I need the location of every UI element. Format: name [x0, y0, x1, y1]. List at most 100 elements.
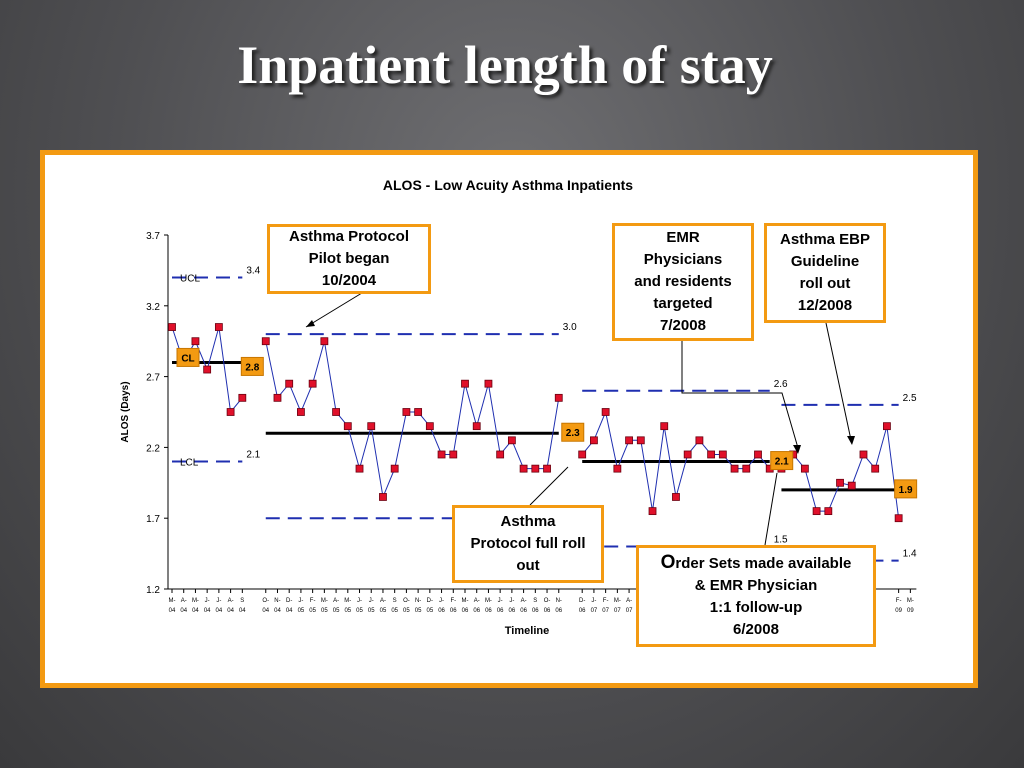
x-tick-label: A-	[333, 598, 339, 604]
data-point	[203, 365, 212, 374]
center-value-label-box	[561, 422, 585, 442]
x-tick-label-year: 09	[907, 608, 914, 614]
x-tick-label: A-	[521, 598, 527, 604]
series-line	[781, 426, 900, 519]
ebp-pointer-head	[847, 436, 855, 445]
callout-line: Order Sets made available	[661, 552, 852, 575]
callout-line-rest: rder Sets made available	[675, 554, 852, 572]
callout-line: 10/2004	[321, 272, 377, 289]
data-point	[660, 422, 669, 431]
cl-series-label-box	[176, 347, 200, 367]
data-point	[812, 507, 821, 516]
data-point	[554, 393, 563, 402]
x-tick-label-year: 06	[438, 608, 445, 614]
ebp-pointer	[825, 322, 852, 441]
x-tick-label: A-	[474, 598, 480, 604]
data-point	[355, 464, 364, 473]
x-tick-label: J-	[439, 598, 444, 604]
x-tick-label: M-	[485, 598, 492, 604]
data-point	[847, 481, 856, 490]
y-tick-label: 1.2	[146, 585, 160, 596]
x-tick-label-year: 06	[509, 608, 516, 614]
x-tick-label-year: 05	[415, 608, 422, 614]
x-tick-label-year: 06	[520, 608, 527, 614]
data-point	[449, 450, 458, 459]
x-tick-label-year: 05	[321, 608, 328, 614]
full-rollout-pointer	[529, 466, 569, 506]
callout-line: and residents	[634, 273, 732, 290]
cl-series-label: CL	[181, 353, 194, 364]
data-point	[648, 507, 657, 516]
callout-line: EMR	[666, 229, 700, 246]
control-chart: ALOS - Low Acuity Asthma Inpatients 1.2 1.…	[120, 177, 918, 637]
data-point	[496, 450, 505, 459]
x-tick-label: J-	[298, 598, 303, 604]
callout-line: Pilot began	[308, 250, 390, 267]
x-tick-label-year: 05	[298, 608, 305, 614]
data-point	[543, 464, 551, 473]
x-tick-label-year: 04	[192, 608, 199, 614]
data-point	[871, 464, 880, 473]
y-tick-label: 2.7	[146, 373, 160, 384]
x-tick-label-year: 05	[368, 608, 375, 614]
data-point	[718, 450, 727, 459]
x-tick-label: D-	[286, 598, 292, 604]
data-point	[437, 450, 446, 459]
ucl-line-label: 2.6	[774, 379, 788, 390]
x-tick-label: A-	[380, 598, 386, 604]
data-point	[601, 408, 610, 416]
center-value-label: 1.9	[899, 485, 913, 496]
x-tick-label: F-	[310, 598, 316, 604]
y-tick-label: 3.7	[146, 231, 160, 242]
x-tick-label-year: 06	[462, 608, 469, 614]
x-tick-label: J-	[498, 598, 503, 604]
callout-line: roll out	[799, 275, 851, 292]
data-point	[332, 408, 340, 416]
x-tick-label-year: 06	[555, 608, 562, 614]
x-tick-label-year: 04	[169, 608, 176, 614]
x-tick-label: S	[533, 598, 537, 604]
callout-line: Asthma Protocol	[288, 228, 409, 245]
x-tick-label-year: 06	[450, 608, 457, 614]
callout-ebp-guideline: Asthma EBP Guideline roll out 12/2008	[764, 223, 886, 323]
x-tick-label: D-	[579, 598, 585, 604]
x-tick-label-year: 05	[426, 608, 433, 614]
data-point	[683, 450, 692, 459]
data-point	[261, 337, 270, 346]
x-tick-label-year: 04	[227, 608, 234, 614]
x-tick-label-year: 05	[333, 608, 340, 614]
x-tick-label-year: 05	[356, 608, 363, 614]
x-tick-label-year: 06	[579, 608, 586, 614]
data-point	[484, 379, 493, 388]
x-tick-label-year: 06	[497, 608, 504, 614]
data-point	[238, 393, 247, 402]
data-point	[308, 379, 317, 388]
callout-line: Asthma	[500, 513, 556, 530]
data-point	[168, 323, 176, 331]
data-point	[461, 379, 469, 388]
x-tick-label: J-	[357, 598, 362, 604]
data-point	[636, 436, 645, 445]
x-tick-label: J-	[205, 598, 210, 604]
data-point	[285, 379, 294, 388]
callout-line: Protocol full roll	[470, 535, 586, 552]
data-point	[695, 436, 704, 445]
ucl-series-label: UCL	[180, 273, 200, 284]
center-value-label-box	[240, 356, 264, 376]
x-tick-label: F-	[450, 598, 456, 604]
data-point	[894, 514, 903, 523]
data-point	[402, 408, 411, 416]
x-tick-label-year: 06	[532, 608, 539, 614]
x-tick-label: O-	[262, 598, 269, 604]
x-tick-label-year: 07	[614, 608, 621, 614]
x-tick-label-year: 05	[403, 608, 410, 614]
x-tick-label: S	[393, 598, 397, 604]
x-tick-label: M-	[462, 598, 469, 604]
x-tick-label-year: 06	[544, 608, 551, 614]
callout-line: Guideline	[790, 253, 860, 270]
y-tick-label: 2.2	[146, 443, 160, 454]
data-point	[507, 436, 516, 445]
data-point	[191, 337, 200, 346]
callout-line: targeted	[653, 295, 713, 312]
x-tick-label-year: 05	[380, 608, 387, 614]
